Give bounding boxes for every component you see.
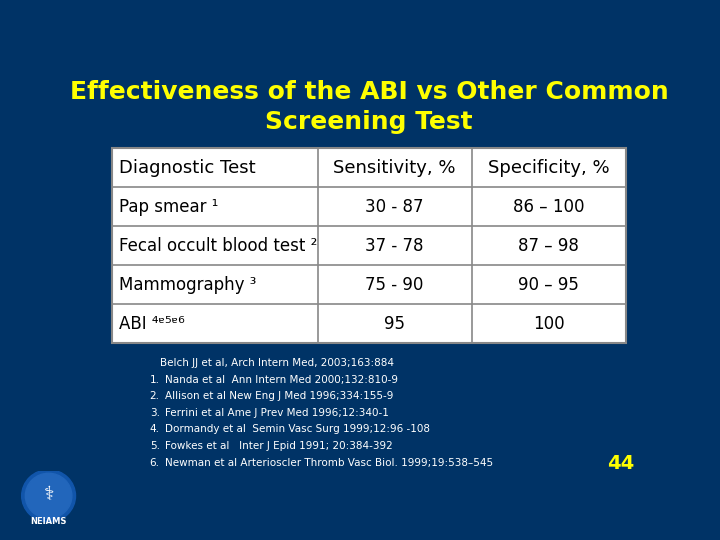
Text: Specificity, %: Specificity, % — [488, 159, 610, 177]
Text: 75 - 90: 75 - 90 — [366, 276, 424, 294]
Text: 3.: 3. — [150, 408, 160, 418]
Text: 44: 44 — [607, 454, 634, 473]
Text: 87 – 98: 87 – 98 — [518, 237, 579, 255]
Text: Fowkes et al   Inter J Epid 1991; 20:384-392: Fowkes et al Inter J Epid 1991; 20:384-3… — [166, 441, 393, 451]
Text: NEIAMS: NEIAMS — [30, 517, 67, 525]
Text: Allison et al New Eng J Med 1996;334:155-9: Allison et al New Eng J Med 1996;334:155… — [166, 391, 394, 401]
Text: Screening Test: Screening Test — [265, 110, 473, 134]
Text: Nanda et al  Ann Intern Med 2000;132:810-9: Nanda et al Ann Intern Med 2000;132:810-… — [166, 375, 398, 384]
Text: 6.: 6. — [150, 458, 160, 468]
Text: Mammography ³: Mammography ³ — [119, 276, 256, 294]
Text: Newman et al Arterioscler Thromb Vasc Biol. 1999;19:538–545: Newman et al Arterioscler Thromb Vasc Bi… — [166, 458, 493, 468]
FancyBboxPatch shape — [112, 148, 626, 343]
Text: 1.: 1. — [150, 375, 160, 384]
Text: ABI ⁴ᵄ⁵ᵄ⁶: ABI ⁴ᵄ⁵ᵄ⁶ — [119, 315, 185, 333]
Text: Ferrini et al Ame J Prev Med 1996;12:340-1: Ferrini et al Ame J Prev Med 1996;12:340… — [166, 408, 390, 418]
Text: Effectiveness of the ABI vs Other Common: Effectiveness of the ABI vs Other Common — [70, 80, 668, 104]
Text: 37 - 78: 37 - 78 — [366, 237, 424, 255]
Text: 2.: 2. — [150, 391, 160, 401]
Text: 90 – 95: 90 – 95 — [518, 276, 579, 294]
Text: 4.: 4. — [150, 424, 160, 435]
Text: Pap smear ¹: Pap smear ¹ — [119, 198, 218, 215]
Text: Sensitivity, %: Sensitivity, % — [333, 159, 456, 177]
Text: Fecal occult blood test ²: Fecal occult blood test ² — [119, 237, 318, 255]
Text: 86 – 100: 86 – 100 — [513, 198, 585, 215]
Text: ⚕: ⚕ — [43, 485, 54, 504]
Text: Belch JJ et al, Arch Intern Med, 2003;163:884: Belch JJ et al, Arch Intern Med, 2003;16… — [160, 358, 394, 368]
Text: Diagnostic Test: Diagnostic Test — [119, 159, 256, 177]
Text: 5.: 5. — [150, 441, 160, 451]
Text: 30 - 87: 30 - 87 — [366, 198, 424, 215]
Circle shape — [25, 473, 72, 518]
Text: Dormandy et al  Semin Vasc Surg 1999;12:96 -108: Dormandy et al Semin Vasc Surg 1999;12:9… — [166, 424, 431, 435]
Circle shape — [22, 470, 76, 522]
Text: 100: 100 — [533, 315, 564, 333]
Text: 95: 95 — [384, 315, 405, 333]
